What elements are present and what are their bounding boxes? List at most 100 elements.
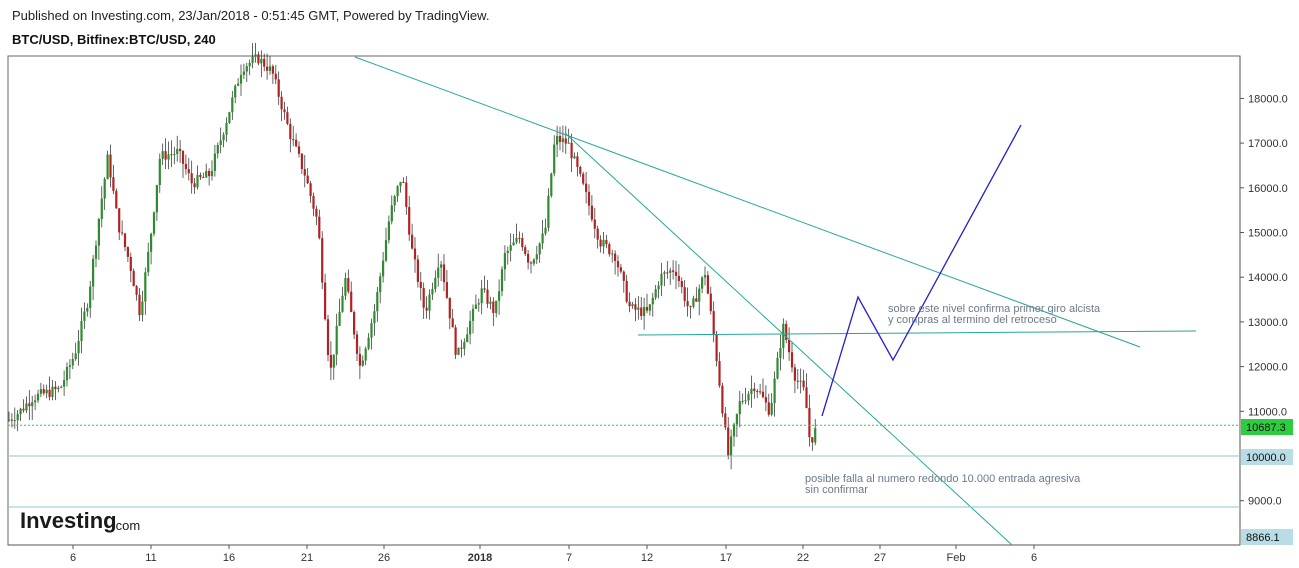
candle-body [666,272,669,274]
candle-body [254,54,257,57]
logo-suffix: .com [112,518,140,533]
candle-body [173,153,176,155]
candle-body [625,280,628,302]
candle-body [660,273,663,286]
candle-body [608,244,611,255]
candle-body [158,158,161,186]
candle-body [619,267,622,272]
candle-body [318,216,321,239]
publish-info: Published on Investing.com, 23/Jan/2018 … [12,8,490,23]
candle-body [596,228,599,240]
candle-body [121,232,124,234]
candle-body [471,308,475,321]
x-tick-label: 27 [874,552,886,564]
candle-body [48,389,51,397]
candle-body [553,144,556,174]
descending-trendline [354,56,1141,348]
candle-body [393,196,396,206]
candle-body [573,156,576,159]
candle-body [303,169,306,176]
y-tick-label: 13000.0 [1248,317,1288,329]
candle-body [402,181,405,183]
candle-body [210,170,214,177]
candle-body [756,391,759,393]
candle-body [695,298,698,302]
candle-body [10,419,13,421]
x-tick-label: 26 [378,552,390,564]
candle-body [245,66,248,72]
candle-body [382,260,385,277]
price-tag-label: 10000.0 [1246,452,1286,464]
candle-body [411,234,414,249]
candle-body [558,135,562,143]
price-tag-box [1241,449,1293,465]
candle-body [100,198,103,220]
candle-body [556,135,559,145]
candle-body [590,205,593,220]
candle-body [379,276,382,293]
candle-body [231,97,234,113]
annotation-line: y compras al termino del retroceso [888,314,1057,326]
candle-body [547,195,550,228]
candle-body [77,341,80,354]
candle-body [228,112,231,123]
x-tick-label: 6 [70,552,76,564]
candle-body [750,388,753,394]
resistance-level-line [637,330,1197,336]
candle-body [796,380,799,382]
y-tick-label: 11000.0 [1248,406,1287,418]
candle-body [286,112,289,124]
logo-text: Investing [20,508,117,533]
candle-body [770,403,773,415]
candle-body [141,301,144,316]
candle-body [683,287,686,301]
candle-body [176,148,179,154]
candle-body [611,253,614,255]
candle-body [561,138,564,143]
candle-body [312,196,315,209]
candle-body [103,178,106,199]
x-tick-label: 16 [223,552,235,564]
candle-body [234,85,237,98]
price-tag-box [1241,419,1293,435]
candle-body [138,294,141,316]
candle-body [315,208,318,217]
candle-body [376,292,379,312]
candle-body [71,359,74,366]
candle-body [674,271,678,276]
candle-body [614,253,617,261]
annotation-line: sobre este nivel confirma primer giro al… [888,303,1101,315]
candle-body [474,304,477,309]
x-tick-label: 17 [720,552,732,564]
candle-body [701,277,704,289]
candle-body [495,300,498,313]
candle-body [396,186,399,197]
candle-body [489,301,492,304]
candle-body [480,288,483,304]
candle-body [585,183,588,192]
candle-body [498,291,501,301]
candle-body [367,337,370,349]
candle-body [535,254,538,260]
candle-body [42,389,45,394]
y-tick-label: 9000.0 [1248,496,1282,508]
price-axis: 18000.0 17000.0 16000.0 15000.0 14000.0 13000… [1240,93,1288,508]
candle-body [582,173,585,184]
candle-body [672,270,675,272]
candle-body [208,170,211,177]
candle-body [616,260,620,268]
candle-body [785,323,788,340]
candle-body [28,403,31,407]
candle-body [440,264,443,268]
candle-body [57,387,60,390]
candle-body [237,83,240,86]
candle-body [399,181,402,187]
candle-body [80,320,83,342]
candle-body [268,66,272,71]
candle-body [22,408,25,411]
candle-body [225,122,228,135]
candle-body [677,275,680,282]
candle-body [150,233,153,252]
candle-body [622,271,625,281]
